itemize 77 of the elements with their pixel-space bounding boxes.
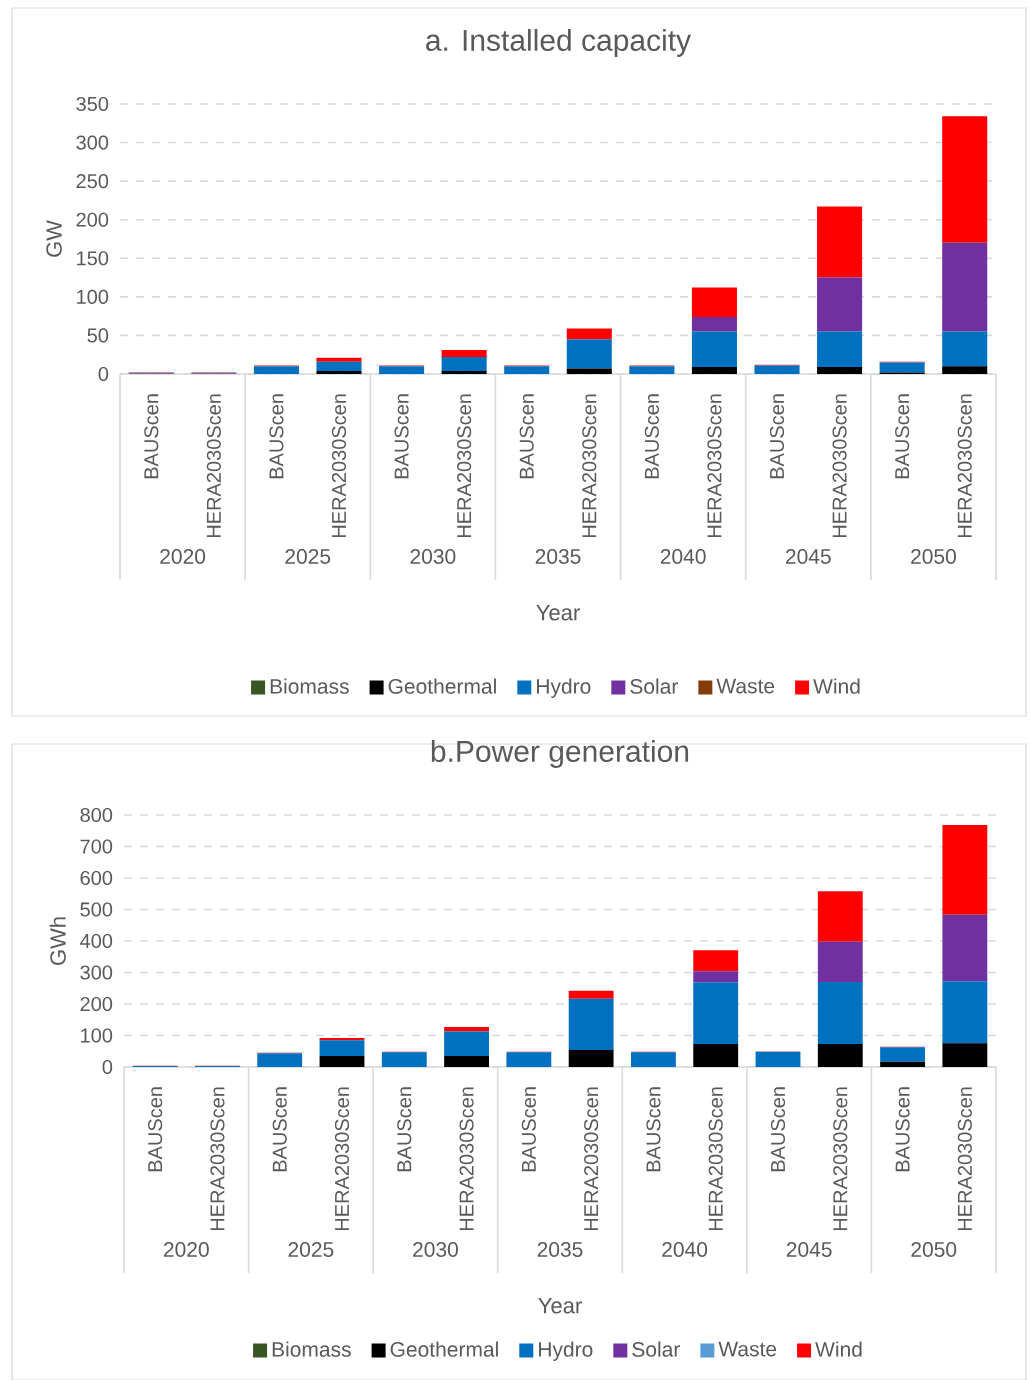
legend-label: Waste [716,678,775,694]
legend-label: Solar [630,678,678,694]
y-tick-label: 200 [80,996,113,1012]
x-tick-label: HERA2030Scen [957,394,972,538]
x-tick-label: HERA2030Scen [708,1087,723,1231]
y-tick-label: 0 [98,366,109,382]
x-tick-label: HERA2030Scen [334,1087,350,1231]
y-tick-label: 300 [80,965,113,980]
legend-label: Hydro [537,678,591,698]
legend-label: Waste [718,1341,777,1357]
x-tick-label: HERA2030Scen [707,394,722,538]
y-tick-label: 600 [80,870,113,886]
text: 2035 [537,1242,583,1257]
text: 2045 [786,549,831,564]
text: 2035 [535,549,581,564]
legend-label: Hydro [539,1341,593,1361]
x-tick-label: BAUScen [769,394,785,479]
x-tick-label: HERA2030Scen [833,1087,848,1231]
legend-label: Solar [632,1341,680,1357]
x-tick-label: BAUScen [394,394,409,479]
text: 2040 [660,549,706,564]
y-tick-label: 250 [76,174,109,189]
text: 2025 [288,1242,334,1257]
y-tick-label: 400 [80,933,113,949]
x-tick-label: HERA2030Scen [584,1087,599,1231]
x-tick-label: BAUScen [895,1087,910,1172]
y-tick-label: 150 [77,251,109,266]
legend-label: Geothermal [388,678,496,694]
x-axis-title: Year [538,1298,582,1314]
legend-label: Wind [813,678,860,694]
x-tick-label: BAUScen [521,1087,536,1172]
y-tick-label: 100 [77,289,109,304]
text: 2030 [413,1242,458,1257]
x-tick-label: HERA2030Scen [210,1087,225,1231]
x-tick-label: HERA2030Scen [832,394,847,538]
text: 2020 [163,1242,209,1257]
x-tick-label: BAUScen [269,394,284,479]
text: 2040 [662,1242,708,1257]
y-tick-label: 350 [76,96,109,112]
text: 2030 [410,549,456,564]
legend-label: Wind [815,1341,862,1357]
legend-label: Biomass [270,678,349,694]
y-axis-title: GWh [49,917,66,965]
y-tick-label: 700 [80,839,113,854]
chart-title: b.Power generation [431,739,689,768]
x-tick-label: HERA2030Scen [457,394,472,538]
legend-label: Biomass [272,1341,351,1357]
y-tick-label: 500 [80,902,113,917]
y-axis-title: GW [46,220,62,257]
x-tick-label: HERA2030Scen [582,394,597,538]
x-tick-label: BAUScen [770,1087,786,1172]
x-tick-label: BAUScen [646,1087,661,1172]
text: 2025 [285,549,331,564]
y-tick-label: 50 [87,328,109,343]
text: 2050 [911,1242,957,1257]
x-tick-label: BAUScen [148,1087,163,1172]
x-tick-label: HERA2030Scen [459,1087,474,1231]
x-tick-label: HERA2030Scen [957,1087,972,1231]
x-tick-label: BAUScen [144,394,159,479]
y-tick-label: 0 [102,1059,113,1075]
text: 2050 [911,549,956,564]
x-tick-label: HERA2030Scen [206,394,221,538]
text: 2045 [786,1242,832,1257]
x-tick-label: BAUScen [272,1087,287,1172]
x-tick-label: BAUScen [644,394,659,479]
chart-title: a. Installed capacity [426,28,692,57]
y-tick-label: 200 [76,212,109,227]
x-tick-label: HERA2030Scen [331,394,347,538]
y-tick-label: 300 [76,135,109,150]
legend-label: Geothermal [390,1341,498,1357]
x-tick-label: BAUScen [895,394,910,479]
y-tick-label: 800 [80,807,113,823]
text: 2020 [160,549,206,564]
x-tick-label: BAUScen [397,1087,412,1172]
y-tick-label: 100 [81,1028,113,1043]
x-axis-title: Year [536,605,580,621]
x-tick-label: BAUScen [519,394,534,479]
